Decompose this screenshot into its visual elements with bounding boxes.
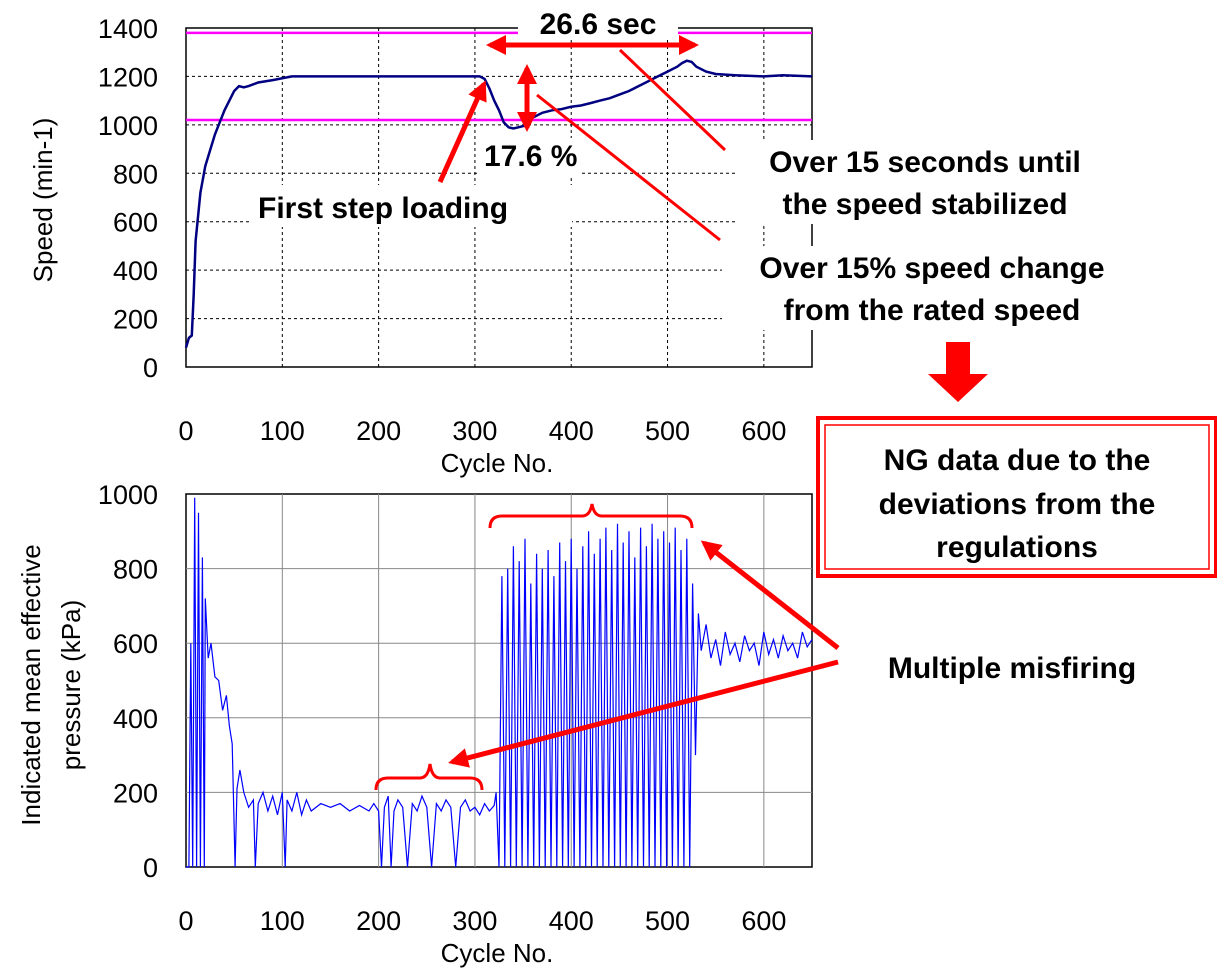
ng-box-inner — [824, 424, 1210, 570]
imep-y-axis-title-line1: Indicated mean effective — [16, 544, 46, 825]
imep-x-tick-label: 600 — [741, 906, 786, 936]
imep-tick-labels: 0 100 200 300 400 500 600 0 200 400 600 800 1000 — [98, 480, 786, 936]
note1-bg — [735, 140, 1115, 224]
note2-bg — [722, 246, 1142, 330]
imep-y-axis-title-line2: pressure (kPa) — [56, 600, 86, 771]
imep-y-tick-label: 0 — [143, 853, 158, 883]
imep-y-tick-label: 800 — [113, 555, 158, 585]
note2-line1: Over 15% speed change — [759, 252, 1104, 285]
dip-label: 17.6 % — [484, 140, 577, 173]
ng-box: NG data due to the deviations from the r… — [816, 416, 1217, 578]
ng-line3: regulations — [936, 531, 1098, 564]
speed-x-axis-title: Cycle No. — [441, 448, 554, 478]
first-step-arrow — [437, 80, 487, 184]
ng-line2: deviations from the — [879, 488, 1156, 521]
note2-leader — [536, 93, 721, 242]
speed-y-tick-label: 1200 — [98, 62, 158, 92]
imep-y-tick-label: 200 — [113, 778, 158, 808]
speed-x-tick-label: 500 — [645, 416, 690, 446]
imep-x-tick-label: 200 — [356, 906, 401, 936]
speed-y-tick-label: 1400 — [98, 14, 158, 44]
brace-misfire-1 — [374, 763, 484, 791]
ng-box-outer — [816, 416, 1217, 578]
duration-label-bg — [518, 8, 678, 40]
speed-y-tick-label: 0 — [143, 353, 158, 383]
speed-y-tick-label: 1000 — [98, 111, 158, 141]
speed-limit-lines — [186, 31, 812, 122]
speed-y-tick-label: 200 — [113, 305, 158, 335]
misfire-arrow-2 — [700, 540, 840, 650]
imep-y-tick-label: 1000 — [98, 480, 158, 510]
note1-line1: Over 15 seconds until — [769, 146, 1081, 179]
duration-label: 26.6 sec — [540, 8, 657, 41]
imep-y-tick-label: 400 — [113, 704, 158, 734]
speed-x-tick-label: 400 — [549, 416, 594, 446]
speed-x-tick-label: 300 — [452, 416, 497, 446]
first-step-label-bg — [252, 185, 572, 227]
imep-x-tick-label: 400 — [549, 906, 594, 936]
speed-tick-labels: 0 100 200 300 400 500 600 0 200 400 600 800 1000 1200… — [98, 14, 786, 446]
dip-label-bg — [478, 138, 580, 176]
brace-misfire-2 — [488, 503, 694, 529]
annotations-bottom: Multiple misfiring — [374, 503, 1136, 791]
speed-x-tick-label: 600 — [741, 416, 786, 446]
imep-x-tick-label: 100 — [260, 906, 305, 936]
speed-y-tick-label: 400 — [113, 256, 158, 286]
speed-y-axis-title: Speed (min-1) — [28, 118, 58, 283]
speed-x-tick-label: 0 — [178, 416, 193, 446]
imep-series-line — [186, 497, 813, 868]
misfire-arrow-1 — [448, 659, 839, 768]
speed-x-tick-label: 100 — [260, 416, 305, 446]
note1-line2: the speed stabilized — [782, 188, 1067, 221]
misfiring-label: Multiple misfiring — [888, 652, 1136, 685]
speed-chart: 0 100 200 300 400 500 600 0 200 400 600 800 1000 1200… — [28, 14, 813, 478]
speed-y-tick-label: 600 — [113, 208, 158, 238]
imep-x-tick-label: 0 — [178, 906, 193, 936]
speed-y-tick-label: 800 — [113, 159, 158, 189]
imep-y-tick-label: 600 — [113, 629, 158, 659]
first-step-label: First step loading — [258, 192, 508, 225]
note2-line2: from the rated speed — [784, 294, 1081, 327]
down-block-arrow — [928, 342, 988, 402]
imep-x-tick-label: 500 — [645, 906, 690, 936]
speed-x-tick-label: 200 — [356, 416, 401, 446]
imep-chart: 0 100 200 300 400 500 600 0 200 400 600 800 1000 Cyc… — [16, 480, 813, 968]
annotations-top: 26.6 sec 17.6 % First step loading Over … — [252, 8, 1142, 402]
imep-x-tick-label: 300 — [452, 906, 497, 936]
ng-line1: NG data due to the — [884, 444, 1151, 477]
imep-x-axis-title: Cycle No. — [441, 938, 554, 968]
note1-leader — [618, 48, 727, 152]
